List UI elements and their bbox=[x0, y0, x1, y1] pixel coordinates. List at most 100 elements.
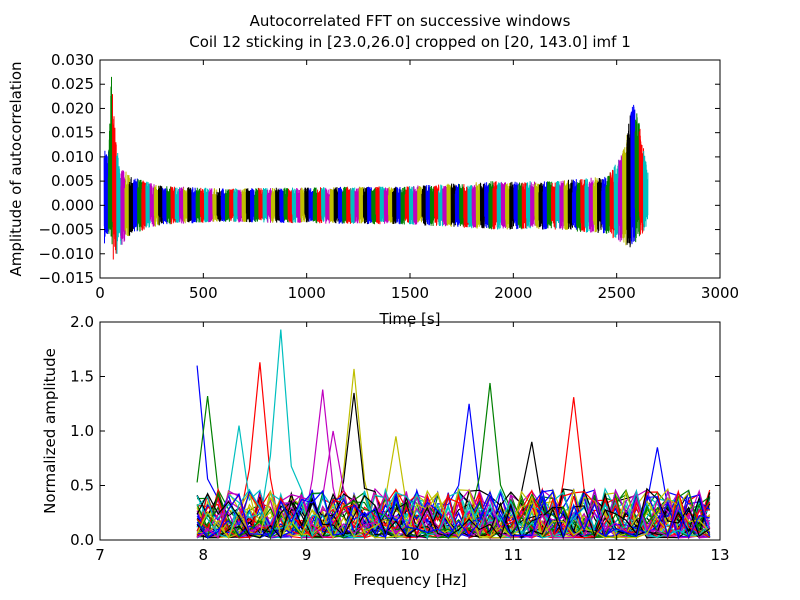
time-window-line bbox=[438, 184, 444, 227]
time-window-line bbox=[576, 180, 582, 232]
time-window-line bbox=[350, 187, 356, 224]
time-window-line bbox=[258, 187, 264, 221]
time-window-line bbox=[433, 184, 440, 226]
time-window-line bbox=[546, 181, 553, 229]
time-window-line bbox=[112, 94, 118, 260]
time-ytick-label: 0.030 bbox=[51, 51, 94, 69]
time-window-line bbox=[638, 128, 645, 235]
time-window-line bbox=[421, 185, 427, 226]
time-window-line bbox=[584, 178, 590, 233]
frequency-series-line bbox=[196, 495, 711, 539]
freq-xtick-label: 11 bbox=[504, 546, 523, 564]
frequency-series-line bbox=[196, 487, 711, 540]
time-window-line bbox=[116, 152, 122, 254]
time-window-line bbox=[291, 187, 298, 223]
time-window-line bbox=[446, 183, 452, 227]
time-window-line bbox=[296, 187, 302, 223]
frequency-series-line bbox=[196, 488, 711, 539]
time-window-line bbox=[174, 187, 181, 223]
time-ytick-label: 0.010 bbox=[51, 148, 94, 166]
time-window-line bbox=[425, 184, 431, 226]
time-window-line bbox=[229, 188, 235, 222]
time-ytick-label: 0.025 bbox=[51, 75, 94, 93]
time-window-line bbox=[442, 185, 448, 227]
time-window-line bbox=[475, 182, 482, 229]
time-ytick-label: 0.020 bbox=[51, 99, 94, 117]
time-window-line bbox=[358, 186, 365, 224]
time-window-line bbox=[216, 188, 222, 222]
time-xtick-label: 3000 bbox=[701, 284, 739, 302]
time-window-line bbox=[346, 186, 352, 224]
time-window-line bbox=[149, 183, 155, 227]
time-window-line bbox=[567, 179, 574, 230]
time-window-line bbox=[237, 189, 243, 223]
time-window-line bbox=[555, 180, 561, 230]
time-window-line bbox=[484, 182, 490, 229]
time-window-line bbox=[630, 104, 636, 245]
time-window-line bbox=[141, 180, 147, 231]
time-window-line bbox=[195, 187, 201, 223]
time-window-line bbox=[208, 188, 214, 223]
time-window-line bbox=[103, 150, 109, 244]
frequency-series-line bbox=[196, 487, 711, 539]
time-window-line bbox=[396, 186, 402, 225]
time-window-line bbox=[534, 182, 540, 229]
time-window-line bbox=[266, 188, 273, 223]
freq-xtick-label: 8 bbox=[199, 546, 209, 564]
time-window-line bbox=[429, 185, 436, 227]
time-window-line bbox=[371, 187, 377, 225]
time-window-line bbox=[467, 184, 473, 229]
freq-xtick-label: 7 bbox=[95, 546, 105, 564]
time-window-line bbox=[505, 182, 511, 230]
time-plot-ylabel: Amplitude of autocorrelation bbox=[7, 61, 25, 276]
frequency-series-line bbox=[196, 489, 710, 540]
time-window-line bbox=[224, 189, 231, 222]
time-window-line bbox=[158, 185, 164, 226]
time-window-line bbox=[204, 187, 210, 223]
time-window-line bbox=[525, 181, 532, 229]
chart-title-line-2: Coil 12 sticking in [23.0,26.0] cropped … bbox=[189, 33, 631, 51]
time-window-line bbox=[375, 186, 381, 225]
time-window-line bbox=[609, 169, 615, 239]
time-window-line bbox=[459, 184, 465, 227]
freq-ytick-label: 1.0 bbox=[70, 422, 94, 440]
time-window-line bbox=[601, 176, 607, 234]
freq-xtick-label: 9 bbox=[302, 546, 312, 564]
time-window-line bbox=[162, 187, 168, 225]
time-ytick-label: −0.005 bbox=[38, 221, 94, 239]
time-window-line bbox=[413, 185, 419, 225]
time-xtick-label: 1500 bbox=[391, 284, 429, 302]
frequency-plot-xlabel: Frequency [Hz] bbox=[353, 571, 466, 589]
time-window-line bbox=[137, 179, 143, 232]
time-window-line bbox=[329, 187, 335, 224]
time-plot: 0 500 1000 1500 2000 2500 3000 −0.015 −0.010 −0.0… bbox=[7, 51, 739, 328]
time-window-line bbox=[241, 188, 247, 222]
time-window-line bbox=[513, 181, 519, 230]
time-window-line bbox=[183, 187, 189, 224]
time-window-line bbox=[500, 182, 507, 229]
freq-ytick-label: 1.5 bbox=[70, 368, 94, 386]
frequency-plot-ylabel: Normalized amplitude bbox=[41, 348, 59, 514]
freq-xtick-label: 13 bbox=[710, 546, 729, 564]
time-window-line bbox=[300, 187, 306, 223]
time-window-line bbox=[132, 178, 139, 232]
time-window-line bbox=[254, 187, 260, 223]
time-plot-xlabel: Time [s] bbox=[379, 310, 441, 328]
time-window-line bbox=[191, 187, 197, 224]
time-window-line bbox=[220, 188, 227, 222]
time-window-line bbox=[379, 186, 385, 223]
time-window-line bbox=[559, 180, 565, 230]
time-window-line bbox=[124, 171, 130, 237]
time-window-line bbox=[233, 188, 239, 223]
time-xtick-label: 2000 bbox=[494, 284, 532, 302]
time-window-line bbox=[509, 181, 515, 230]
time-window-line bbox=[517, 182, 523, 230]
time-window-line bbox=[275, 187, 281, 223]
time-window-line bbox=[613, 159, 620, 240]
time-window-line bbox=[597, 177, 603, 234]
time-window-line bbox=[463, 184, 469, 228]
time-window-line bbox=[417, 185, 423, 223]
time-window-line bbox=[333, 187, 339, 224]
time-window-line bbox=[279, 188, 285, 223]
